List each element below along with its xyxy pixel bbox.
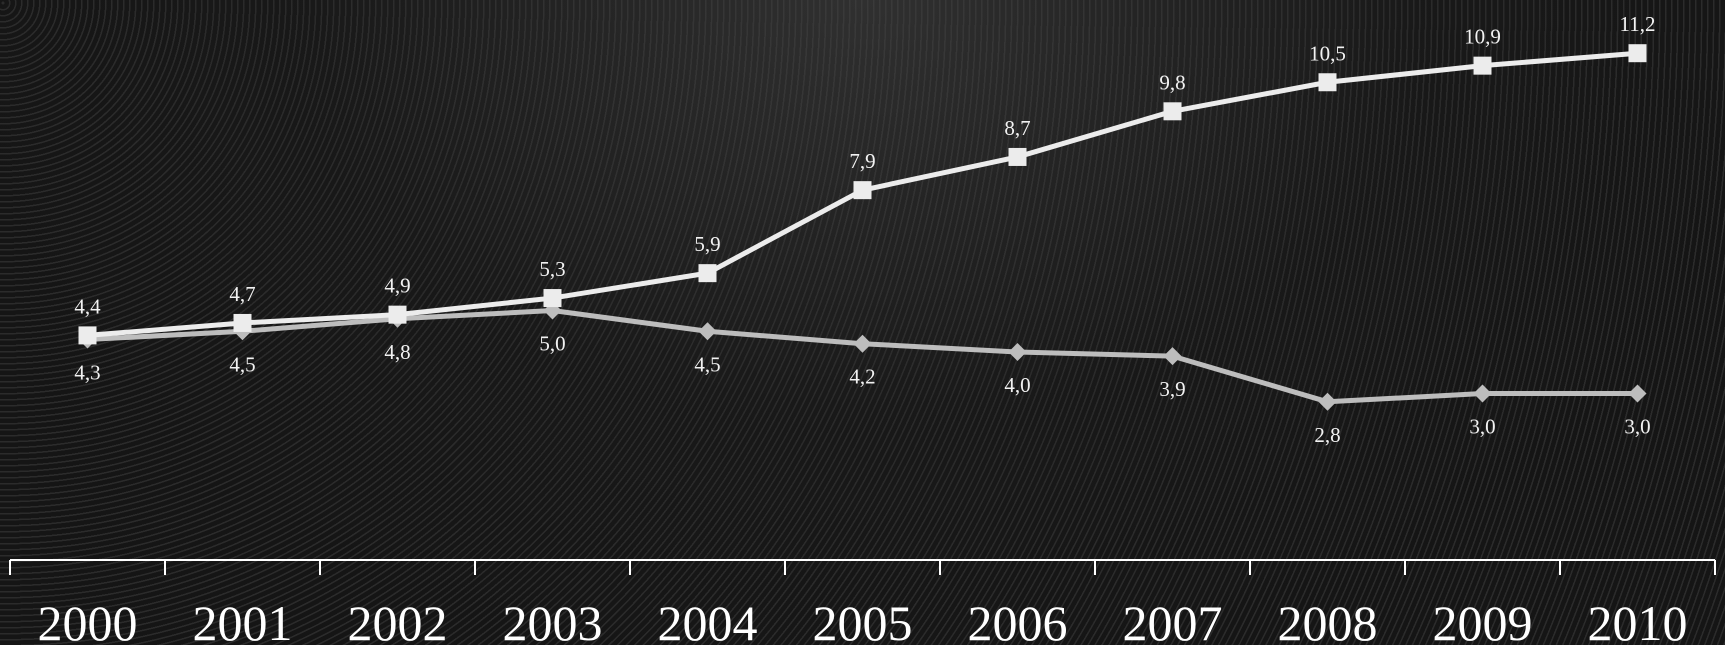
square-data-label: 5,9 [694,232,720,256]
square-marker [698,264,717,283]
square-data-label: 4,9 [384,274,410,298]
square-data-label: 4,7 [229,282,255,306]
diamond-marker [853,334,872,353]
square-data-label: 8,7 [1004,116,1030,140]
square-marker [1473,56,1492,75]
diamond-data-label: 2,8 [1314,423,1340,447]
square-data-label: 4,4 [74,294,101,318]
diamond-marker [1008,343,1027,361]
square-marker [543,289,562,308]
x-tick-label: 2002 [348,595,448,645]
diamond-marker [1318,392,1337,411]
diamond-marker [1628,384,1647,403]
x-tick-label: 2005 [813,595,913,645]
square-marker [1163,102,1182,121]
diamond-data-label: 3,0 [1469,415,1495,439]
x-tick-label: 2001 [193,595,293,645]
square-marker [1318,73,1337,92]
diamond-data-label: 4,0 [1004,373,1030,397]
square-marker [388,305,407,324]
diamond-data-label: 4,5 [229,352,255,376]
square-data-label: 11,2 [1620,12,1656,36]
x-tick-label: 2010 [1588,595,1688,645]
x-tick-label: 2004 [658,595,758,645]
diamond-data-label: 4,8 [384,340,410,364]
diamond-data-label: 3,9 [1159,377,1185,401]
square-marker [78,326,97,345]
diamond-data-label: 4,3 [74,361,100,385]
diamond-data-label: 4,5 [694,352,720,376]
x-tick-label: 2009 [1433,595,1533,645]
square-marker [233,313,252,332]
diamond-marker [1163,347,1182,366]
diamond-marker [698,322,717,341]
x-tick-label: 2003 [503,595,603,645]
square-data-label: 7,9 [849,149,875,173]
square-data-label: 10,5 [1309,41,1346,65]
diamond-data-label: 3,0 [1624,415,1650,439]
square-data-label: 5,3 [539,257,565,281]
x-tick-label: 2000 [38,595,138,645]
x-tick-label: 2007 [1123,595,1223,645]
square-data-label: 10,9 [1464,25,1501,49]
diamond-data-label: 4,2 [849,365,875,389]
x-tick-label: 2008 [1278,595,1378,645]
square-marker [1008,147,1027,166]
square-marker [1628,44,1647,63]
diamond-marker [1473,384,1492,403]
square-marker [853,181,872,200]
diamond-data-label: 5,0 [539,332,565,356]
square-data-label: 9,8 [1159,70,1185,94]
x-tick-label: 2006 [968,595,1068,645]
